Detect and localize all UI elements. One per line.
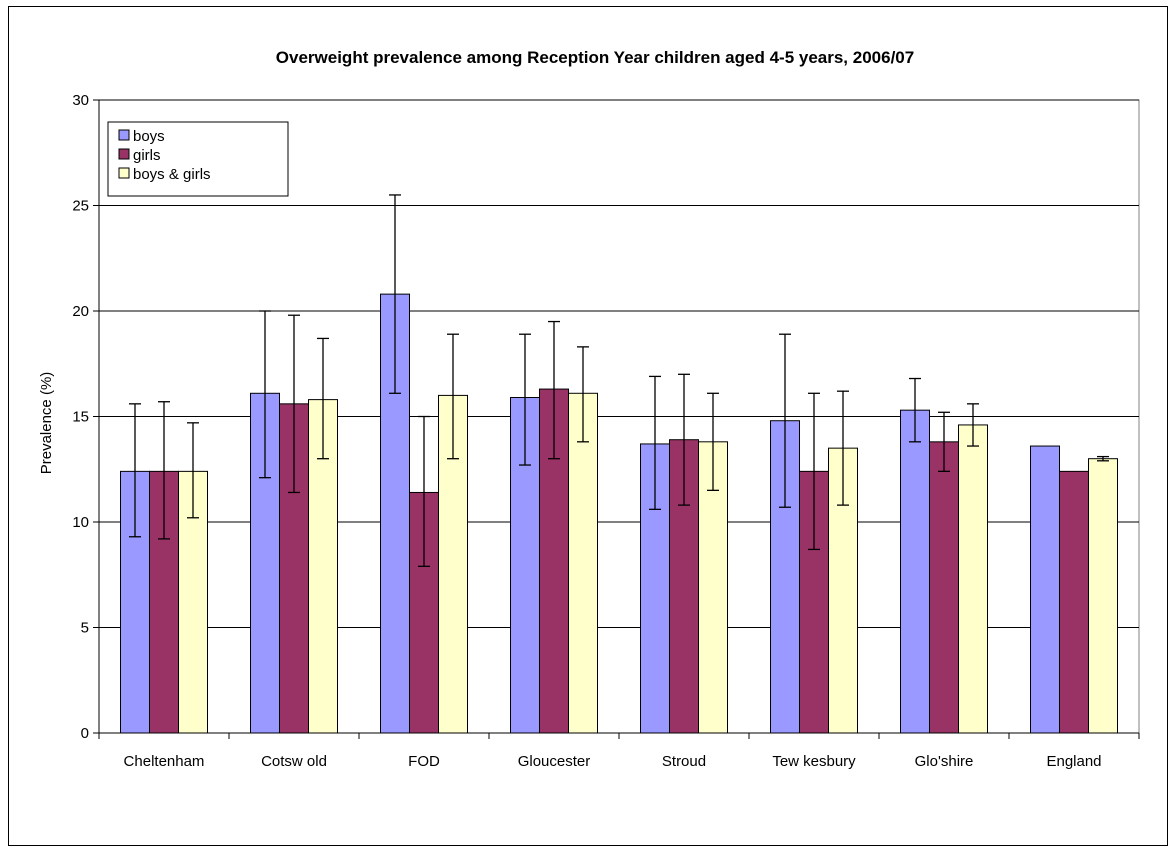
- y-tick-label: 5: [81, 620, 89, 637]
- y-tick-label: 0: [81, 725, 89, 742]
- chart-title: Overweight prevalence among Reception Ye…: [276, 48, 914, 67]
- error-bars: [129, 194, 1109, 567]
- bar-boys: [1030, 445, 1060, 734]
- y-tick-label: 15: [72, 409, 89, 426]
- legend-swatch: [118, 167, 130, 179]
- x-tick-label: FOD: [408, 753, 440, 770]
- bar-boys-girls: [1088, 458, 1118, 734]
- legend-swatch: [118, 129, 130, 141]
- x-tick-label: Stroud: [662, 753, 706, 770]
- chart-area: Overweight prevalence among Reception Ye…: [8, 6, 1168, 846]
- x-axis-labels: Cheltenham Cotsw old FOD Gloucester Stroud Te…: [124, 753, 1102, 770]
- x-tick-label: Cheltenham: [124, 753, 205, 770]
- legend-label: boys: [133, 128, 165, 145]
- x-tick-label: Glo'shire: [915, 753, 974, 770]
- legend-label: boys & girls: [133, 166, 211, 183]
- bar-boys-girls: [568, 392, 598, 734]
- legend: boys girls boys & girls: [107, 121, 289, 197]
- y-tick-label: 20: [72, 303, 89, 320]
- y-tick-label: 25: [72, 198, 89, 215]
- y-axis-ticks: 0 5 10 15 20 25 30: [72, 92, 89, 742]
- bar-girls: [929, 441, 959, 734]
- x-tick-label: Gloucester: [518, 753, 591, 770]
- x-tick-label: Tew kesbury: [772, 753, 856, 770]
- axes: [93, 99, 1140, 739]
- x-tick-label: Cotsw old: [261, 753, 327, 770]
- bar-boys-girls: [958, 424, 988, 734]
- x-tick-label: England: [1046, 753, 1101, 770]
- legend-label: girls: [133, 147, 161, 164]
- y-axis-label: Prevalence (%): [38, 372, 55, 475]
- y-tick-label: 10: [72, 514, 89, 531]
- legend-swatch: [118, 148, 130, 160]
- bar-boys: [900, 409, 930, 734]
- legend-box: [107, 121, 289, 197]
- bar-girls: [1059, 470, 1089, 734]
- bar-chart: Overweight prevalence among Reception Ye…: [38, 48, 1140, 770]
- y-tick-label: 30: [72, 92, 89, 109]
